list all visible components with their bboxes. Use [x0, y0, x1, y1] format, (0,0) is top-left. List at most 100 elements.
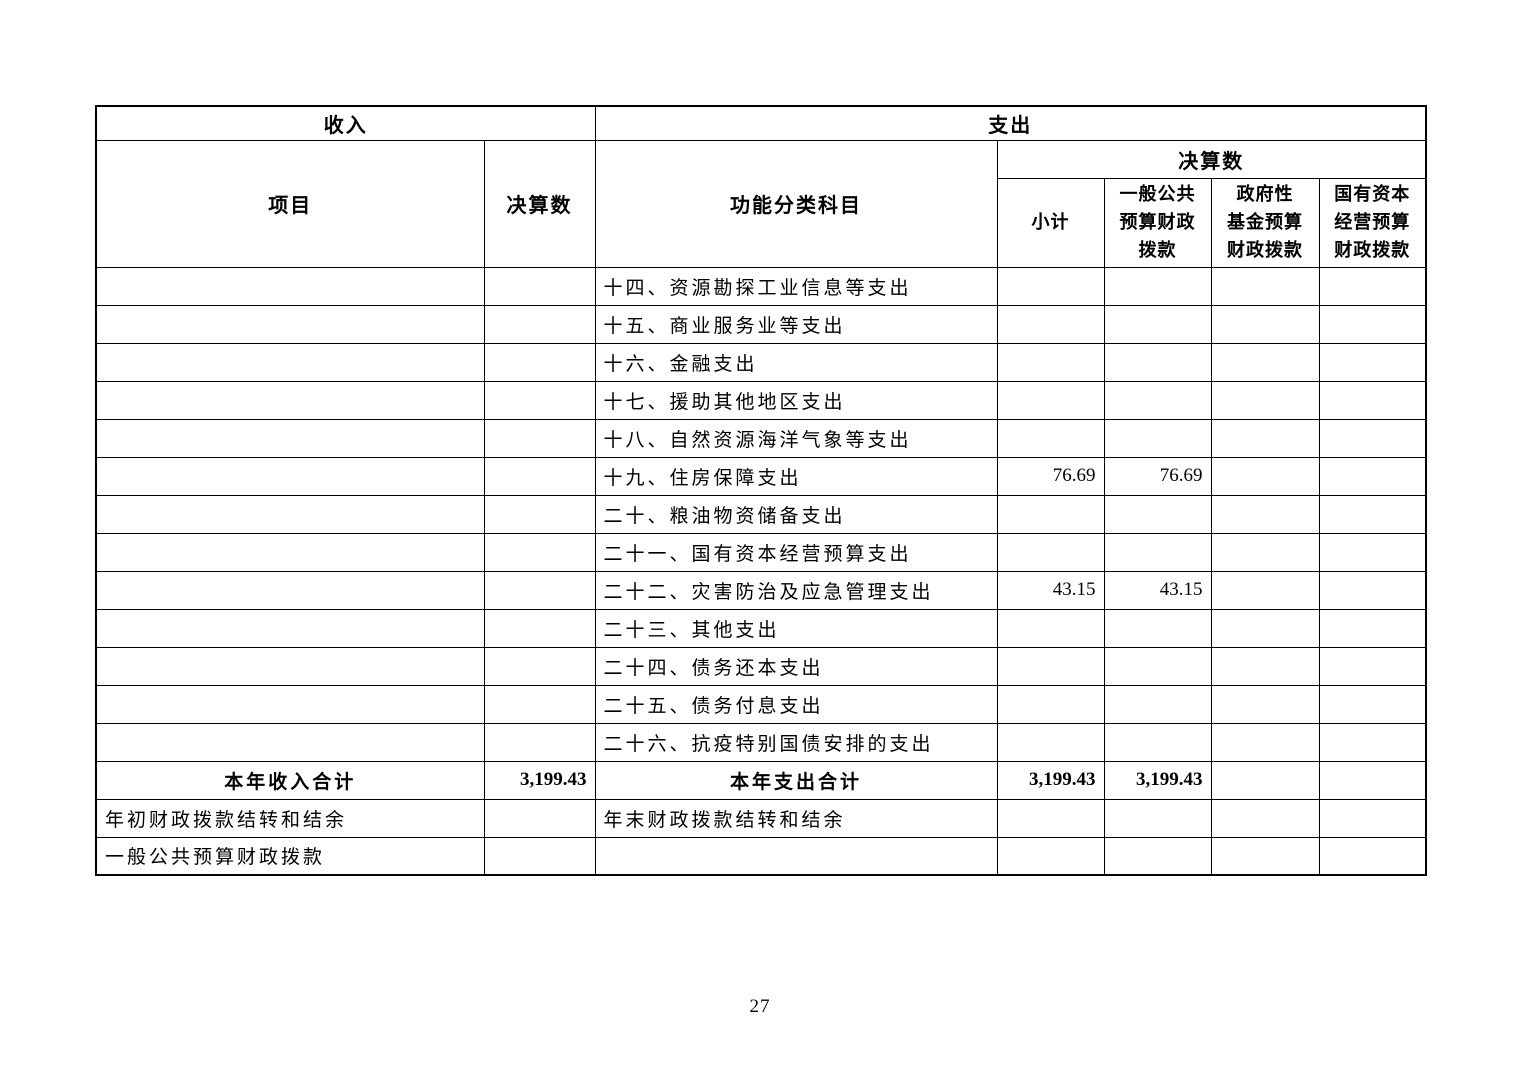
table-row-totals: 本年收入合计 3,199.43 本年支出合计 3,199.43 3,199.43: [95, 760, 1427, 800]
income-item-cell: [95, 608, 485, 648]
header-income: 收入: [95, 105, 596, 141]
subtotal-value-cell: [996, 418, 1105, 458]
header-state-capital-budget: 国有资本 经营预算 财政拨款: [1318, 178, 1427, 268]
general-public-value-cell: [1103, 646, 1212, 686]
subtotal-value-cell: [996, 380, 1105, 420]
income-value-cell: [483, 380, 596, 420]
header-subtotal: 小计: [996, 178, 1105, 268]
income-value-cell: [483, 646, 596, 686]
gov-fund-value-cell: [1210, 418, 1320, 458]
state-capital-value-cell: [1318, 418, 1427, 458]
state-capital-value-cell: [1318, 722, 1427, 762]
income-item-cell: [95, 304, 485, 344]
header-item: 项目: [95, 140, 485, 268]
gov-fund-value-cell: [1210, 684, 1320, 724]
gov-fund-value-cell: [1210, 494, 1320, 534]
subtotal-value-cell: [996, 684, 1105, 724]
gov-fund-total-value-cell: [1210, 760, 1320, 800]
income-item-cell: [95, 532, 485, 572]
gov-fund-value-cell: [1210, 646, 1320, 686]
expenditure-item-cell: 二十五、债务付息支出: [594, 684, 998, 724]
state-capital-value-cell: [1318, 570, 1427, 610]
income-value-cell: [483, 570, 596, 610]
expenditure-item-cell: 十七、援助其他地区支出: [594, 380, 998, 420]
general-public-value-cell: [1103, 722, 1212, 762]
general-public-value-cell: [1103, 304, 1212, 344]
header-row-subcolumns: 小计 一般公共 预算财政 拨款 政府性 基金预算 财政拨款 国有资本 经营预算 …: [96, 178, 1427, 268]
table-row: 二十一、国有资本经营预算支出: [95, 532, 1427, 572]
expenditure-item-cell: 二十六、抗疫特别国债安排的支出: [594, 722, 998, 762]
income-value-cell: [483, 532, 596, 572]
general-public-value-cell: [1103, 266, 1212, 306]
table-row: 十五、商业服务业等支出: [95, 304, 1427, 344]
income-total-label-cell: 本年收入合计: [95, 760, 485, 800]
income-total-value-cell: 3,199.43: [483, 760, 596, 800]
state-capital-value-cell: [1318, 304, 1427, 344]
income-value-cell: [483, 608, 596, 648]
gov-fund-value-cell: [1210, 380, 1320, 420]
header-row-columns: 项目 决算数 功能分类科目 决算数: [95, 140, 1427, 268]
table-row: 十七、援助其他地区支出: [95, 380, 1427, 420]
expenditure-carryover-label-cell: 年末财政拨款结转和结余: [594, 798, 998, 838]
state-capital-value-cell: [1318, 456, 1427, 496]
general-public-total-value-cell: 3,199.43: [1103, 760, 1212, 800]
header-income-final-figure: 决算数: [483, 140, 596, 268]
subtotal-value-cell: 43.15: [996, 570, 1105, 610]
state-capital-value-cell: [1318, 646, 1427, 686]
table-row: 二十、粮油物资储备支出: [95, 494, 1427, 534]
state-capital-total-value-cell: [1318, 760, 1427, 800]
income-value-cell: [483, 684, 596, 724]
page-number: 27: [749, 996, 771, 1017]
income-value-cell: [483, 304, 596, 344]
general-public-value-cell: [1103, 532, 1212, 572]
expenditure-item-cell: 十八、自然资源海洋气象等支出: [594, 418, 998, 458]
expenditure-item-cell: 二十一、国有资本经营预算支出: [594, 532, 998, 572]
general-public-value-cell: [1103, 418, 1212, 458]
general-public-value-cell: [1103, 342, 1212, 382]
subtotal-value-cell: [996, 494, 1105, 534]
subtotal-value-cell: [996, 722, 1105, 762]
expenditure-item-cell: [594, 836, 998, 876]
table-row: 十六、金融支出: [95, 342, 1427, 382]
general-public-value-cell: 43.15: [1103, 570, 1212, 610]
expenditure-item-cell: 十六、金融支出: [594, 342, 998, 382]
expenditure-item-cell: 十四、资源勘探工业信息等支出: [594, 266, 998, 306]
table-row: 二十三、其他支出: [95, 608, 1427, 648]
header-functional-subject: 功能分类科目: [594, 140, 998, 268]
state-capital-value-cell: [1318, 380, 1427, 420]
subtotal-value-cell: [996, 532, 1105, 572]
gov-fund-value-cell: [1210, 608, 1320, 648]
income-carryover-label-cell: 年初财政拨款结转和结余: [95, 798, 485, 838]
final-accounts-table: 收入 支出 项目 决算数 功能分类科目 决算数 小计 一般公共 预算财政 拨款 …: [95, 105, 1428, 877]
gov-fund-value-cell: [1210, 456, 1320, 496]
expenditure-item-cell: 二十、粮油物资储备支出: [594, 494, 998, 534]
subtotal-total-value-cell: 3,199.43: [996, 760, 1105, 800]
subtotal-value-cell: 76.69: [996, 456, 1105, 496]
table-row: 十八、自然资源海洋气象等支出: [95, 418, 1427, 458]
income-value-cell: [483, 494, 596, 534]
gov-fund-value-cell: [1210, 342, 1320, 382]
general-public-value-cell: [1103, 608, 1212, 648]
gov-fund-value-cell: [1210, 722, 1320, 762]
expenditure-total-label-cell: 本年支出合计: [594, 760, 998, 800]
table-row-carryover: 年初财政拨款结转和结余 年末财政拨款结转和结余: [95, 798, 1427, 838]
income-item-cell: [95, 380, 485, 420]
general-public-value-cell: 76.69: [1103, 456, 1212, 496]
general-public-value-cell: [1103, 798, 1212, 838]
state-capital-value-cell: [1318, 266, 1427, 306]
subtotal-value-cell: [996, 304, 1105, 344]
income-value-cell: [483, 798, 596, 838]
state-capital-value-cell: [1318, 684, 1427, 724]
gov-fund-value-cell: [1210, 532, 1320, 572]
state-capital-value-cell: [1318, 342, 1427, 382]
income-item-cell: [95, 266, 485, 306]
state-capital-value-cell: [1318, 608, 1427, 648]
table-row: 十四、资源勘探工业信息等支出: [95, 266, 1427, 306]
income-value-cell: [483, 836, 596, 876]
header-expenditure: 支出: [594, 105, 1427, 141]
expenditure-item-cell: 二十四、债务还本支出: [594, 646, 998, 686]
income-value-cell: [483, 266, 596, 306]
income-item-cell: [95, 494, 485, 534]
expenditure-item-cell: 十五、商业服务业等支出: [594, 304, 998, 344]
income-value-cell: [483, 342, 596, 382]
